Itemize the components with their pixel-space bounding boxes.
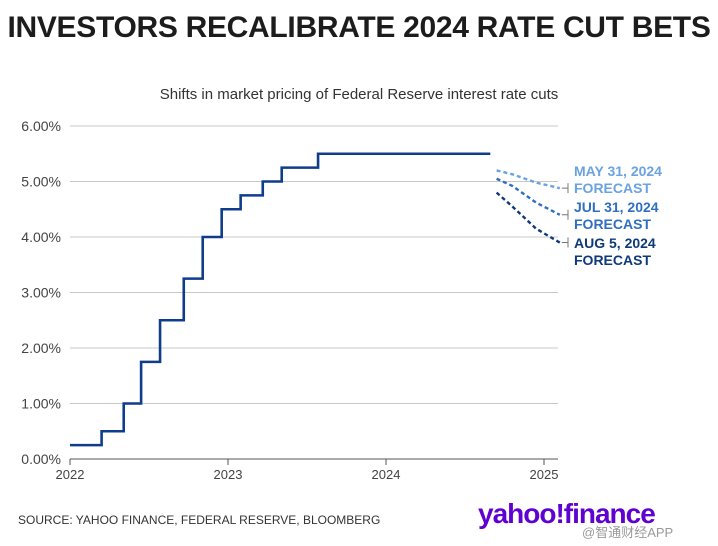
x-tick-label: 2025 [530, 467, 559, 482]
x-tick-label: 2022 [56, 467, 85, 482]
forecast-label-text: FORECAST [574, 252, 651, 268]
y-tick-label: 4.00% [21, 229, 61, 245]
y-tick-label: 5.00% [21, 174, 61, 190]
yahoo-finance-logo: yahoo!finance [478, 498, 656, 529]
forecast-label-text: FORECAST [574, 180, 651, 196]
forecast-label-bracket [561, 209, 569, 220]
y-tick-label: 2.00% [21, 340, 61, 356]
chart-title: INVESTORS RECALIBRATE 2024 RATE CUT BETS [7, 11, 711, 44]
y-tick-label: 6.00% [21, 118, 61, 134]
forecast-line-aug [495, 191, 561, 244]
forecast-line-may [496, 169, 561, 190]
forecast-line-jul [496, 177, 561, 216]
chart-subtitle: Shifts in market pricing of Federal Rese… [159, 86, 559, 103]
y-tick-label: 3.00% [21, 285, 61, 301]
x-tick-label: 2023 [214, 467, 243, 482]
forecast-label-bracket [561, 237, 569, 248]
watermark: @智通财经APP [582, 525, 674, 540]
forecast-label-text: FORECAST [574, 216, 651, 232]
forecast-label-bracket [561, 183, 569, 194]
forecast-label-text: AUG 5, 2024 [574, 235, 656, 251]
source-note: SOURCE: YAHOO FINANCE, FEDERAL RESERVE, … [18, 513, 381, 527]
fed-funds-rate-line [70, 152, 491, 447]
forecast-label-text: JUL 31, 2024 [574, 199, 659, 215]
y-tick-label: 1.00% [21, 396, 61, 412]
y-tick-label: 0.00% [21, 451, 61, 467]
x-tick-label: 2024 [372, 467, 401, 482]
forecast-label-text: MAY 31, 2024 [574, 163, 662, 179]
